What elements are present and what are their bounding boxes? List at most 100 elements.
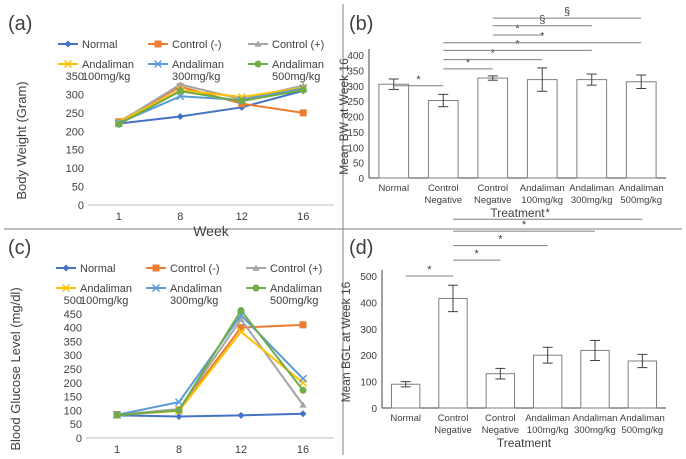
significance-label-2: * — [498, 234, 503, 246]
significance-label-4: * — [540, 31, 545, 43]
bar-4 — [580, 349, 610, 409]
legend-label-0: Normal — [80, 263, 115, 275]
category-label-5: Andaliman — [619, 183, 664, 194]
category-label-3: Andaliman — [525, 413, 570, 424]
y-tick-label: 0 — [78, 200, 84, 212]
data-point-5-1 — [175, 406, 183, 414]
category-label-4: Andaliman — [569, 183, 614, 194]
legend-marker-3 — [63, 59, 73, 69]
legend-marker-2 — [252, 264, 260, 271]
significance-label-5: * — [515, 23, 520, 35]
y-tick-label: 0 — [358, 174, 364, 185]
y-tick-label: 250 — [66, 108, 84, 120]
legend-label2-5: 500mg/kg — [272, 71, 320, 83]
data-point-0-1 — [176, 113, 184, 121]
legend-label-2: Control (+) — [272, 39, 324, 51]
category-sublabel-3: 100mg/kg — [527, 425, 569, 436]
y-axis-title: Mean BGL at Week 16 — [339, 281, 353, 402]
legend-marker-1 — [152, 264, 160, 272]
x-tick-label: 12 — [236, 211, 248, 223]
significance-label-3: * — [522, 219, 527, 231]
y-tick-label: 300 — [360, 325, 377, 336]
legend-label2-3: 100mg/kg — [80, 295, 128, 307]
bar-3 — [526, 79, 558, 179]
legend-marker-0 — [64, 40, 72, 48]
y-tick-label: 150 — [64, 392, 82, 404]
legend-marker-4 — [153, 59, 163, 69]
series-line-3 — [118, 86, 304, 123]
data-point-1-2 — [237, 324, 245, 332]
x-tick-label: 16 — [297, 211, 309, 223]
legend-label2-5: 500mg/kg — [270, 295, 318, 307]
bar-5 — [627, 360, 658, 409]
y-tick-label: 300 — [66, 89, 84, 101]
data-point-1-3 — [299, 109, 307, 117]
data-point-1-3 — [299, 321, 307, 329]
data-point-5-2 — [238, 97, 246, 105]
category-sublabel-3: 100mg/kg — [521, 195, 563, 206]
y-tick-label: 400 — [360, 298, 377, 309]
y-tick-label: 100 — [347, 143, 364, 154]
panel-label: (b) — [349, 13, 373, 35]
category-sublabel-4: 300mg/kg — [571, 195, 613, 206]
series-line-4 — [118, 87, 304, 125]
y-tick-label: 150 — [66, 145, 84, 157]
y-axis-title: Body Weight (Gram) — [14, 81, 29, 199]
series-line-5 — [116, 308, 304, 417]
y-axis-title: Mean BW at Week 16 — [337, 58, 351, 175]
panel-a: (a) Normal Control (-) Control (+) Andaliman… — [8, 13, 334, 239]
legend-label2-4: 300mg/kg — [170, 295, 218, 307]
y-tick-label: 0 — [371, 404, 377, 415]
significance-label-1: * — [466, 57, 471, 69]
data-point-4-3 — [298, 374, 308, 383]
category-sublabel-2: Negative — [474, 195, 512, 206]
legend-label-1: Control (-) — [170, 263, 220, 275]
series-line-0 — [116, 412, 304, 418]
panel-b: (b) 0 50 100 150 200 250 300 350 400 Normal Control… — [337, 6, 666, 220]
significance-label-6: § — [539, 14, 545, 26]
bar-5 — [625, 81, 657, 179]
y-tick-label: 500 — [360, 272, 377, 283]
y-tick-label: 200 — [360, 351, 377, 362]
y-tick-label: 0 — [76, 433, 82, 445]
legend-marker-2 — [254, 40, 262, 47]
bar-3 — [532, 354, 563, 409]
legend-label2-4: 300mg/kg — [172, 71, 220, 83]
x-tick-label: 1 — [114, 444, 120, 456]
category-label-2: Control — [485, 413, 516, 424]
legend-label-5: Andaliman — [270, 283, 322, 295]
data-point-4-1 — [176, 92, 185, 101]
y-tick-label: 50 — [70, 419, 82, 431]
x-tick-label: 1 — [116, 211, 122, 223]
panel-label: (a) — [8, 13, 32, 35]
category-label-1: Control — [428, 183, 459, 194]
significance-label-0: * — [416, 74, 421, 86]
significance-label-3: * — [515, 38, 520, 50]
y-tick-label: 450 — [64, 309, 82, 321]
y-tick-label: 250 — [64, 364, 82, 376]
y-tick-label: 50 — [72, 182, 84, 194]
category-sublabel-1: Negative — [434, 425, 472, 436]
bar-2 — [477, 77, 509, 179]
y-tick-label: 200 — [64, 378, 82, 390]
significance-label-0: * — [427, 264, 432, 276]
bar-0 — [390, 383, 421, 409]
data-point-2-3 — [299, 401, 307, 408]
legend-label2-3: 100mg/kg — [82, 71, 130, 83]
bar-4 — [576, 79, 608, 179]
x-axis-title: Treatment — [497, 436, 552, 450]
legend-marker-5 — [254, 60, 262, 68]
y-tick-label: 100 — [64, 405, 82, 417]
data-point-5-0 — [113, 411, 121, 419]
data-point-5-0 — [115, 120, 123, 128]
legend-marker-0 — [62, 264, 70, 272]
category-label-4: Andaliman — [573, 413, 618, 424]
panel-c: (c) Normal Control (-) Control (+) Andaliman… — [8, 237, 334, 459]
significance-label-4: * — [546, 207, 551, 219]
y-tick-label: 150 — [347, 128, 364, 139]
data-point-5-1 — [176, 87, 184, 95]
y-tick-label: 200 — [66, 126, 84, 138]
legend-marker-1 — [154, 40, 162, 48]
